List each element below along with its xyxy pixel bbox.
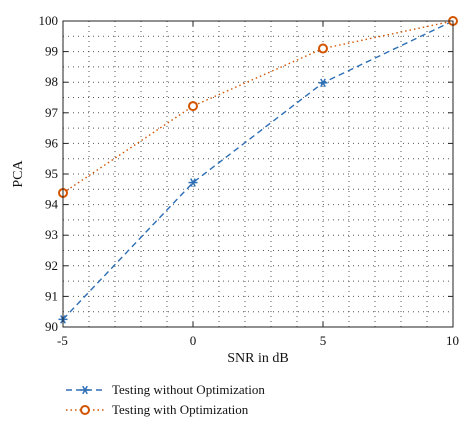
legend: Testing without Optimization Testing with… bbox=[66, 382, 265, 417]
y-tick-label: 91 bbox=[45, 288, 58, 303]
y-tick-label: 94 bbox=[45, 197, 59, 212]
data-point-circle bbox=[318, 43, 328, 54]
data-point-star bbox=[188, 178, 198, 187]
legend-item: Testing with Optimization bbox=[66, 402, 249, 417]
y-tick-label: 98 bbox=[45, 74, 58, 89]
y-axis-title: PCA bbox=[11, 159, 26, 187]
data-point-star bbox=[318, 78, 328, 88]
series-line bbox=[62, 20, 454, 194]
y-tick-label: 92 bbox=[45, 258, 58, 273]
data-point-circle bbox=[188, 101, 198, 112]
legend-item: Testing without Optimization bbox=[66, 382, 265, 397]
y-tick-label: 96 bbox=[45, 135, 59, 150]
y-tick-label: 97 bbox=[45, 105, 59, 120]
x-tick-label: 0 bbox=[190, 333, 197, 348]
star-marker-stroke bbox=[320, 78, 326, 88]
x-axis-title: SNR in dB bbox=[227, 351, 288, 366]
series bbox=[58, 16, 458, 324]
x-tick-label: 5 bbox=[320, 333, 327, 348]
x-tick-label: 10 bbox=[446, 333, 459, 348]
x-tick-labels: -5 0 5 10 bbox=[57, 333, 459, 348]
star-marker-stroke bbox=[82, 385, 88, 395]
legend-label: Testing without Optimization bbox=[112, 382, 265, 397]
y-tick-label: 99 bbox=[45, 44, 58, 59]
y-tick-label: 95 bbox=[45, 166, 58, 181]
legend-marker-star bbox=[80, 385, 90, 395]
y-tick-label: 100 bbox=[39, 13, 59, 28]
y-tick-label: 93 bbox=[45, 227, 58, 242]
plot-frame bbox=[62, 20, 454, 328]
y-tick-labels: 90 91 92 93 94 95 96 97 98 99 100 bbox=[39, 13, 59, 334]
y-tick-label: 90 bbox=[45, 319, 58, 334]
x-tick-label: -5 bbox=[57, 333, 68, 348]
legend-label: Testing with Optimization bbox=[112, 402, 249, 417]
legend-marker-circle bbox=[80, 405, 90, 415]
star-marker-stroke bbox=[190, 178, 196, 187]
series-line bbox=[62, 20, 454, 320]
